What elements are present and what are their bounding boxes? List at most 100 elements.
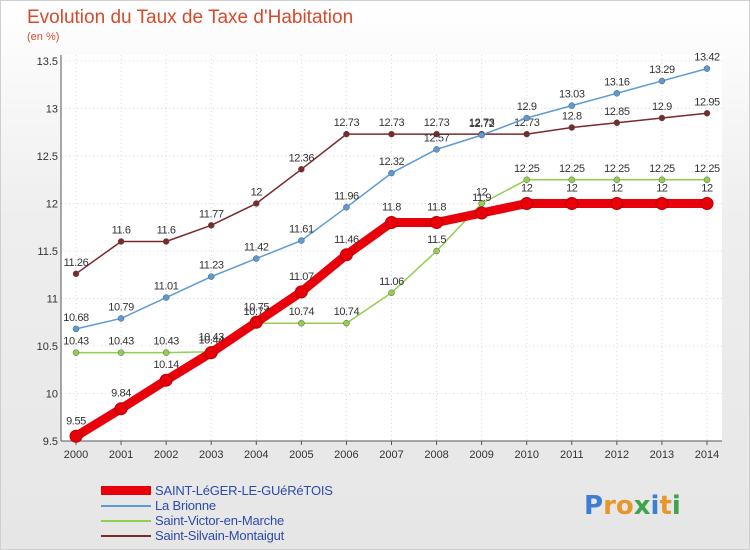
- data-point: [613, 119, 621, 126]
- x-tick-label: 2001: [109, 449, 133, 461]
- data-label: 11.5: [427, 234, 446, 246]
- legend-swatch-saint-victor: [101, 519, 151, 522]
- data-point: [388, 169, 395, 177]
- data-label: 11.8: [427, 202, 446, 214]
- legend: SAINT-LéGER-LE-GUéRéTOIS La Brionne Sain…: [101, 483, 333, 543]
- data-label: 13.16: [604, 76, 630, 88]
- data-label: 12: [251, 187, 263, 199]
- data-point: [253, 200, 260, 207]
- legend-swatch-la-brionne: [101, 504, 151, 507]
- data-point: [703, 110, 711, 117]
- x-tick-label: 2000: [64, 449, 88, 461]
- data-point: [253, 255, 260, 262]
- legend-label-saint-victor: Saint-Victor-en-Marche: [155, 513, 285, 528]
- data-point: [433, 130, 440, 138]
- data-label: 11.42: [244, 242, 269, 254]
- data-label: 12: [566, 183, 578, 195]
- data-point: [69, 429, 83, 443]
- y-tick-label: 11: [47, 294, 58, 306]
- data-label: 11.01: [154, 281, 179, 293]
- data-label: 12.25: [559, 163, 585, 175]
- data-label: 9.55: [66, 415, 86, 427]
- data-point: [478, 131, 485, 139]
- data-point: [568, 124, 576, 131]
- data-label: 10.43: [198, 332, 224, 344]
- logo-letter: o: [615, 491, 634, 521]
- legend-label-saint-silvain: Saint-Silvain-Montaigut: [155, 528, 285, 543]
- legend-item-saint-silvain: Saint-Silvain-Montaigut: [101, 528, 333, 543]
- data-point: [249, 315, 263, 329]
- data-label: 12: [476, 187, 488, 199]
- data-point: [294, 285, 308, 299]
- data-point: [117, 349, 125, 356]
- y-tick-label: 13.5: [37, 56, 58, 68]
- data-label: 12.36: [289, 152, 315, 164]
- data-label: 9.84: [111, 388, 131, 400]
- data-point: [207, 273, 215, 280]
- y-tick-label: 11.5: [37, 246, 58, 258]
- data-point: [298, 237, 305, 244]
- x-tick-label: 2006: [334, 449, 358, 461]
- data-label: 11.96: [334, 190, 359, 202]
- data-label: 11.07: [289, 271, 314, 283]
- y-tick-label: 13: [46, 104, 58, 116]
- legend-item-la-brionne: La Brionne: [101, 498, 333, 513]
- data-label: 10.14: [153, 359, 179, 371]
- data-point: [72, 325, 80, 333]
- data-label: 12.25: [604, 163, 630, 175]
- data-point: [298, 319, 305, 327]
- y-tick-label: 10: [46, 389, 58, 401]
- x-tick-label: 2010: [514, 449, 538, 461]
- data-label: 12.73: [514, 117, 540, 129]
- data-point: [339, 248, 353, 262]
- data-label: 12.25: [649, 163, 675, 175]
- logo-letter: P: [584, 491, 604, 521]
- data-point: [430, 216, 444, 229]
- chart-subtitle: (en %): [27, 31, 60, 43]
- data-point: [613, 90, 621, 97]
- legend-swatch-saint-silvain: [101, 534, 151, 537]
- data-point: [162, 349, 170, 356]
- data-point: [162, 294, 170, 301]
- data-label: 12.9: [652, 101, 672, 113]
- data-label: 11.61: [289, 224, 314, 236]
- data-label: 11.9: [472, 192, 491, 204]
- data-label: 13.29: [649, 64, 675, 76]
- data-point: [162, 238, 170, 245]
- logo-letter: x: [633, 491, 651, 521]
- data-label: 10.43: [153, 336, 179, 348]
- data-point: [658, 77, 666, 85]
- data-point: [385, 216, 398, 229]
- chart-title: Evolution du Taux de Taxe d'Habitation: [27, 7, 354, 28]
- x-tick-label: 2007: [379, 449, 403, 461]
- data-label: 12.25: [514, 163, 540, 175]
- x-tick-label: 2013: [650, 449, 674, 461]
- legend-item-saint-leger: SAINT-LéGER-LE-GUéRéTOIS: [101, 483, 333, 498]
- data-point: [613, 176, 621, 183]
- data-label: 12: [611, 183, 623, 195]
- data-label: 11.77: [199, 208, 224, 220]
- data-label: 12.25: [694, 163, 720, 175]
- data-label: 12.72: [469, 118, 495, 130]
- data-label: 11.6: [157, 225, 176, 237]
- logo-letter: r: [603, 491, 616, 521]
- data-label: 11.8: [382, 202, 401, 214]
- y-tick-label: 12.5: [37, 151, 58, 163]
- data-point: [658, 176, 666, 183]
- legend-label-saint-leger: SAINT-LéGER-LE-GUéRéTOIS: [155, 483, 333, 498]
- x-tick-label: 2008: [424, 449, 448, 461]
- x-tick-label: 2012: [605, 449, 629, 461]
- data-point: [703, 176, 711, 183]
- data-point: [703, 65, 711, 72]
- data-point: [475, 206, 489, 220]
- data-point: [343, 319, 350, 327]
- legend-item-saint-victor: Saint-Victor-en-Marche: [101, 513, 333, 528]
- data-point: [117, 238, 125, 245]
- data-label: 10.43: [108, 336, 134, 348]
- data-label: 12.32: [379, 156, 405, 168]
- data-point: [298, 166, 305, 173]
- data-point: [658, 114, 666, 122]
- data-label: 11.6: [112, 225, 131, 237]
